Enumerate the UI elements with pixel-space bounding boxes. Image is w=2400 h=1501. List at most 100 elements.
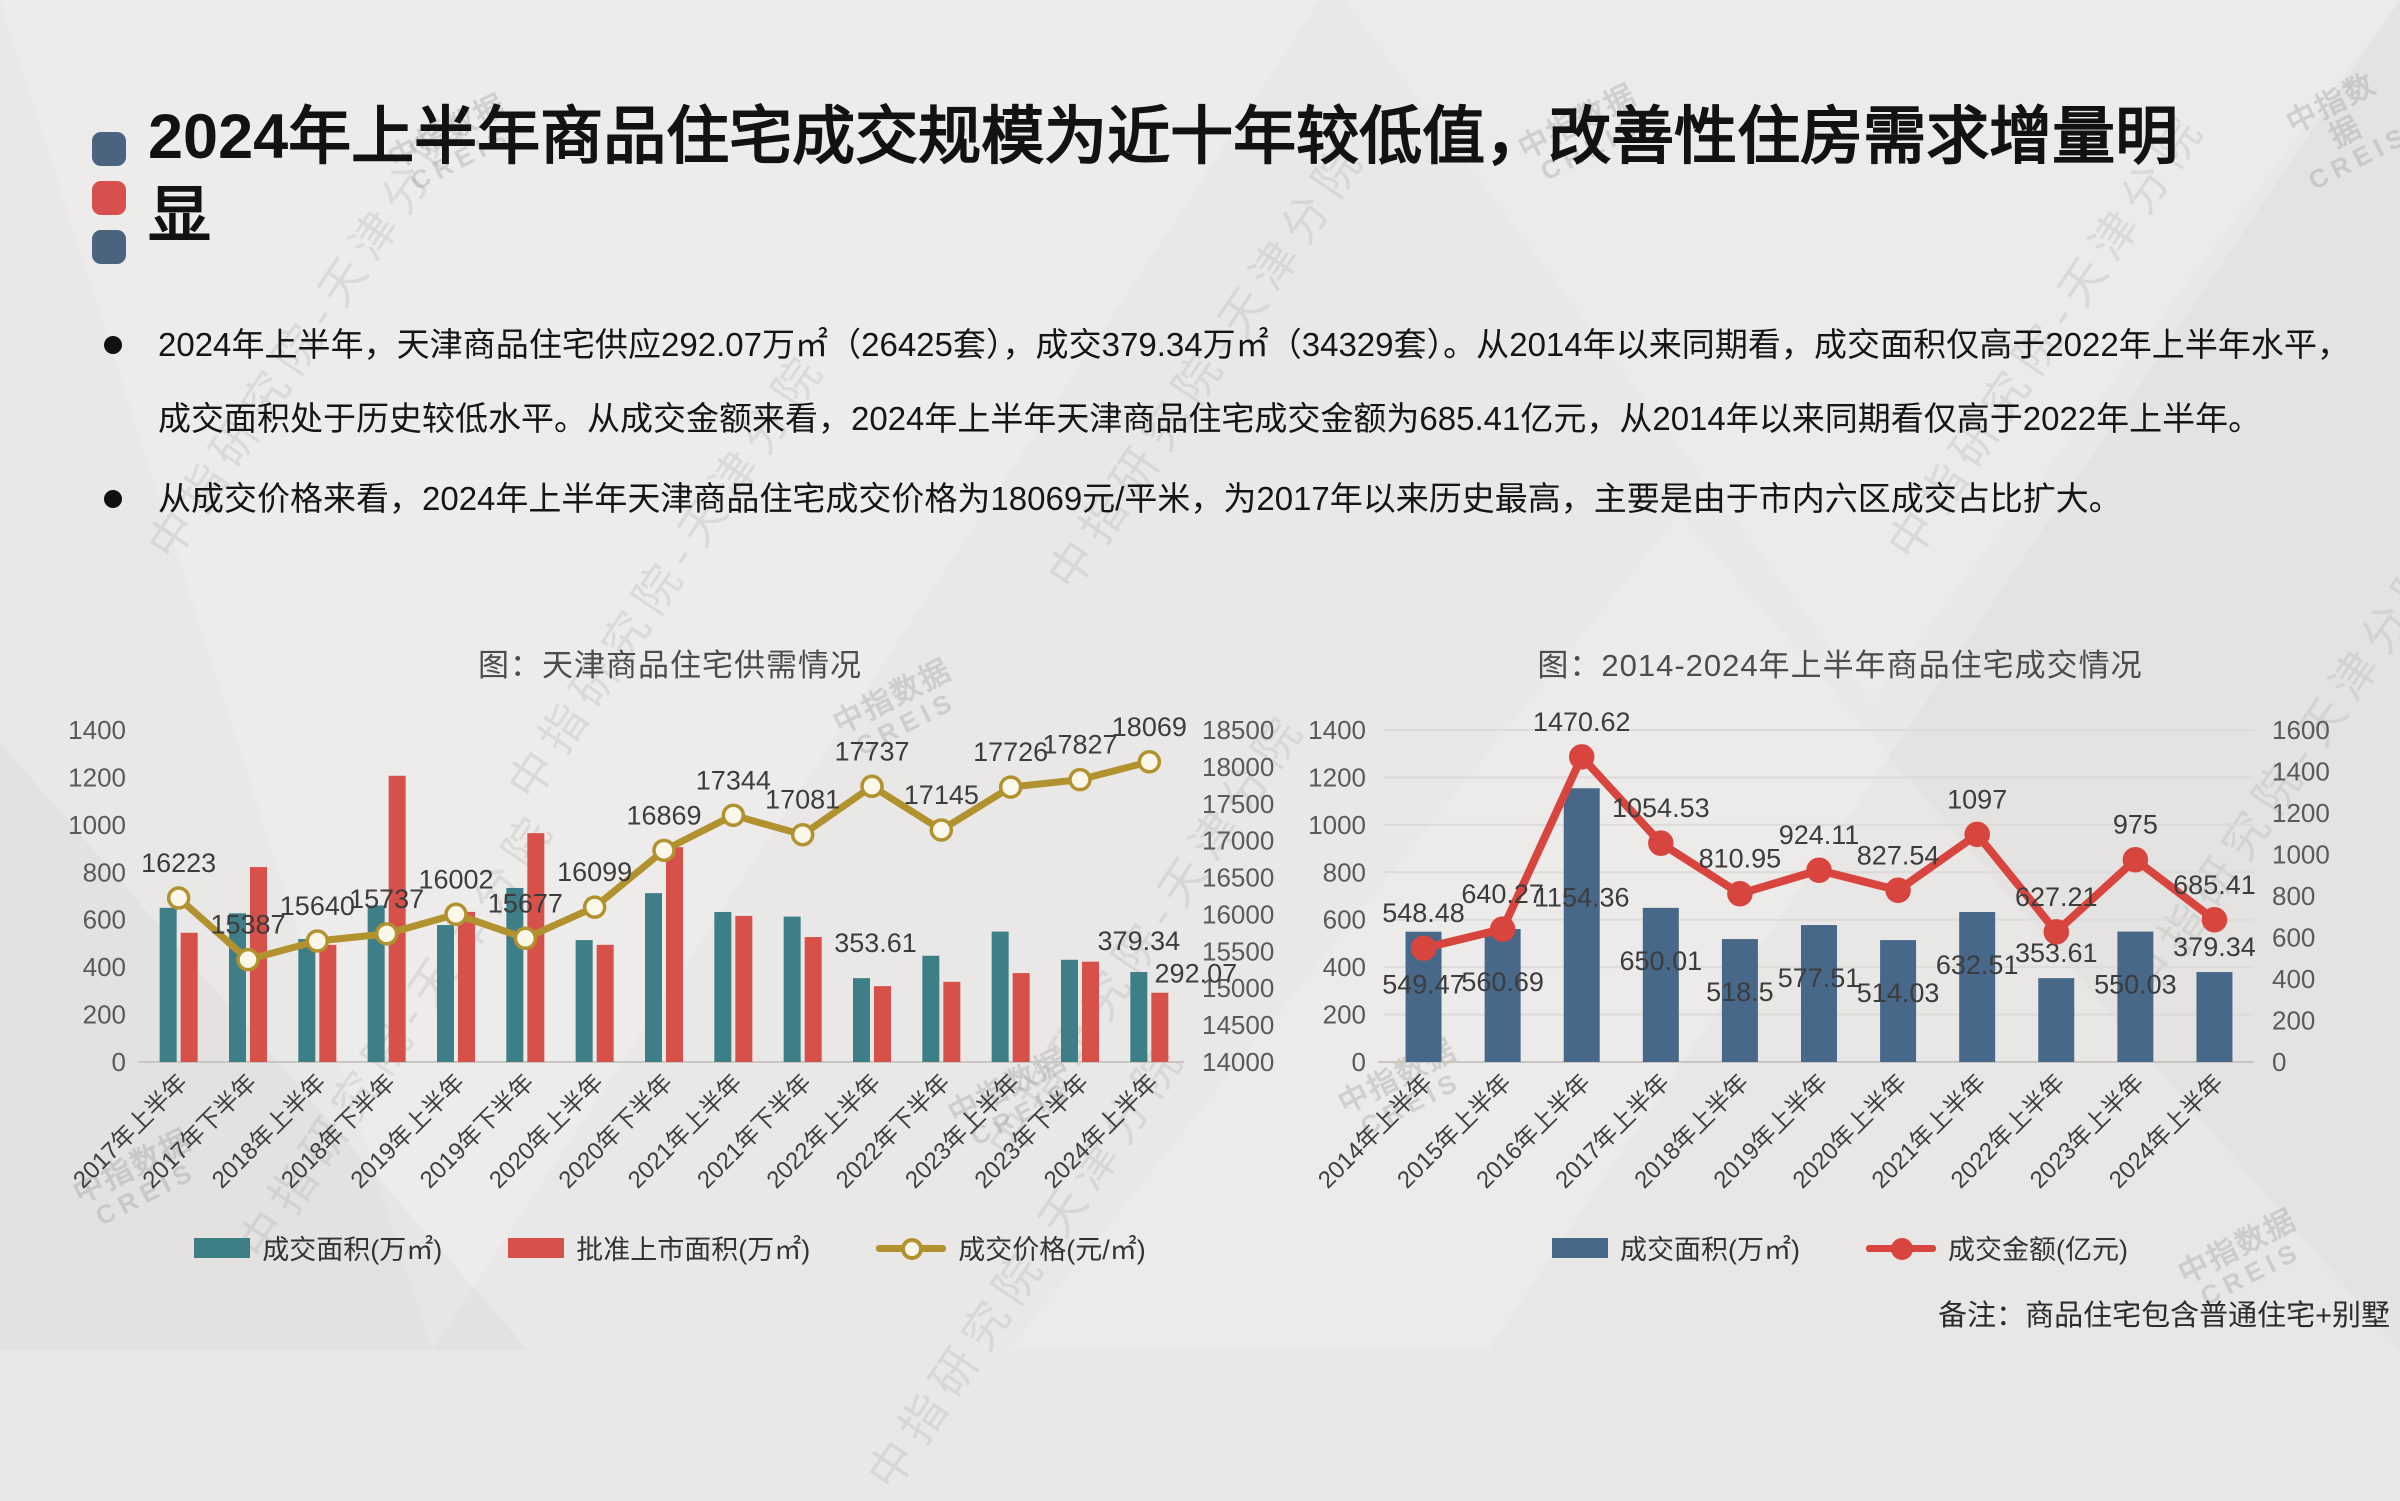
- svg-text:14500: 14500: [1202, 1010, 1274, 1040]
- svg-text:1400: 1400: [2272, 757, 2330, 787]
- svg-text:200: 200: [83, 1000, 126, 1030]
- chart-title: 图：天津商品住宅供需情况: [478, 648, 862, 683]
- svg-text:548.48: 548.48: [1382, 898, 1465, 928]
- svg-text:400: 400: [83, 952, 126, 982]
- svg-text:0: 0: [112, 1047, 126, 1077]
- svg-text:549.47: 549.47: [1382, 970, 1465, 1000]
- svg-text:1200: 1200: [2272, 798, 2330, 828]
- svg-text:15000: 15000: [1202, 973, 1274, 1003]
- summary-bullets: 2024年上半年，天津商品住宅供应292.07万㎡（26425套），成交379.…: [100, 308, 2350, 542]
- svg-text:1154.36: 1154.36: [1534, 882, 1630, 912]
- svg-text:353.61: 353.61: [834, 928, 917, 958]
- svg-text:200: 200: [1323, 1000, 1366, 1030]
- legend-label: 成交金额(亿元): [1948, 1235, 2128, 1265]
- svg-text:650.01: 650.01: [1620, 946, 1703, 976]
- svg-text:600: 600: [83, 905, 126, 935]
- accent-square: [92, 132, 126, 166]
- svg-text:1000: 1000: [2272, 840, 2330, 870]
- svg-text:18000: 18000: [1202, 752, 1274, 782]
- chart-title: 图：2014-2024年上半年商品住宅成交情况: [1537, 648, 2143, 683]
- legend-item: 成交面积(万㎡): [194, 1228, 442, 1267]
- svg-text:379.34: 379.34: [1098, 926, 1181, 956]
- svg-text:560.69: 560.69: [1461, 967, 1544, 997]
- svg-text:17344: 17344: [696, 765, 771, 795]
- svg-text:632.51: 632.51: [1936, 950, 2019, 980]
- svg-text:17726: 17726: [973, 737, 1048, 767]
- svg-text:16223: 16223: [141, 848, 216, 878]
- svg-text:16099: 16099: [557, 857, 632, 887]
- svg-text:15677: 15677: [488, 888, 563, 918]
- legend-item: 成交面积(万㎡): [1552, 1228, 1800, 1267]
- svg-text:1000: 1000: [1308, 810, 1366, 840]
- legend-item: 批准上市面积(万㎡): [508, 1228, 810, 1267]
- svg-text:800: 800: [1323, 857, 1366, 887]
- accent-square: [92, 181, 126, 215]
- report-slide: { "page": {"background": "#e9e8e6"}, "he…: [60, 67, 2400, 1499]
- svg-text:400: 400: [2272, 964, 2315, 994]
- svg-text:0: 0: [2272, 1047, 2286, 1077]
- svg-text:1000: 1000: [68, 810, 126, 840]
- svg-text:810.95: 810.95: [1699, 844, 1782, 874]
- legend-label: 成交面积(万㎡): [1620, 1235, 1800, 1265]
- svg-text:1200: 1200: [1308, 762, 1366, 792]
- svg-text:640.27: 640.27: [1461, 879, 1544, 909]
- svg-text:379.34: 379.34: [2173, 932, 2256, 962]
- svg-text:514.03: 514.03: [1857, 978, 1940, 1008]
- footnote: 备注：商品住宅包含普通住宅+别墅: [1938, 1300, 2390, 1332]
- svg-text:0: 0: [1352, 1047, 1366, 1077]
- svg-text:975: 975: [2113, 810, 2158, 840]
- svg-text:1470.62: 1470.62: [1533, 707, 1631, 737]
- svg-text:577.51: 577.51: [1778, 963, 1861, 993]
- svg-text:627.21: 627.21: [2015, 882, 2098, 912]
- transactions-chart-canvas: 0 200 400 600 800 1000 1200 1400 0 200 400 600 800 10…: [1308, 707, 2330, 1194]
- legend-label: 批准上市面积(万㎡): [576, 1235, 811, 1265]
- svg-text:800: 800: [2272, 881, 2315, 911]
- legend-left: 成交面积(万㎡) 批准上市面积(万㎡) 成交价格(元/㎡): [60, 1228, 1280, 1267]
- svg-text:200: 200: [2272, 1006, 2315, 1036]
- accent-square: [92, 230, 126, 264]
- svg-text:17737: 17737: [834, 736, 909, 766]
- svg-text:15640: 15640: [280, 891, 355, 921]
- bar-swatch-icon: [194, 1237, 251, 1258]
- supply-demand-chart-canvas: 0 200 400 600 800 1000 1200 1400 14000 14500 15000…: [68, 712, 1274, 1194]
- svg-text:18500: 18500: [1202, 715, 1274, 745]
- svg-text:15387: 15387: [210, 910, 285, 940]
- svg-text:685.41: 685.41: [2173, 870, 2256, 900]
- svg-text:15500: 15500: [1202, 936, 1274, 966]
- svg-text:800: 800: [83, 857, 126, 887]
- page-title: 2024年上半年商品住宅成交规模为近十年较低值，改善性住房需求增量明显: [148, 102, 2179, 251]
- svg-text:16000: 16000: [1202, 899, 1274, 929]
- svg-text:17145: 17145: [904, 780, 979, 810]
- svg-text:600: 600: [1323, 905, 1366, 935]
- svg-text:924.11: 924.11: [1779, 820, 1860, 850]
- svg-text:1097: 1097: [1947, 784, 2007, 814]
- svg-text:400: 400: [1323, 952, 1366, 982]
- svg-text:18069: 18069: [1112, 712, 1187, 742]
- legend-label: 成交面积(万㎡): [262, 1235, 443, 1265]
- bullet-item: 2024年上半年，天津商品住宅供应292.07万㎡（26425套），成交379.…: [100, 308, 2350, 456]
- svg-text:14000: 14000: [1202, 1047, 1274, 1077]
- bullet-item: 从成交价格来看，2024年上半年天津商品住宅成交价格为18069元/平米，为20…: [100, 462, 2350, 536]
- svg-text:550.03: 550.03: [2094, 970, 2177, 1000]
- legend-label: 成交价格(元/㎡): [958, 1235, 1146, 1265]
- svg-text:1054.53: 1054.53: [1612, 793, 1710, 823]
- svg-text:600: 600: [2272, 923, 2315, 953]
- transactions-chart: 图：2014-2024年上半年商品住宅成交情况 0 200 400 600 800 100…: [1280, 640, 2400, 1256]
- svg-text:1600: 1600: [2272, 715, 2330, 745]
- svg-text:17000: 17000: [1202, 826, 1274, 856]
- svg-text:17500: 17500: [1202, 789, 1274, 819]
- svg-text:17081: 17081: [765, 785, 840, 815]
- bar-swatch-icon: [1552, 1237, 1609, 1258]
- legend-item: 成交价格(元/㎡): [876, 1228, 1146, 1267]
- legend-right: 成交面积(万㎡) 成交金额(亿元): [1280, 1228, 2400, 1267]
- svg-text:518.5: 518.5: [1706, 977, 1774, 1007]
- svg-text:292.07: 292.07: [1155, 959, 1238, 989]
- svg-text:17827: 17827: [1042, 730, 1117, 760]
- legend-item: 成交金额(亿元): [1866, 1228, 2128, 1267]
- svg-text:16869: 16869: [626, 800, 701, 830]
- supply-demand-chart: 图：天津商品住宅供需情况 0 200 400 600 800 1000 1200 1400 14…: [60, 640, 1280, 1256]
- line-marker-icon: [1866, 1237, 1936, 1260]
- svg-text:827.54: 827.54: [1857, 840, 1940, 870]
- svg-text:16500: 16500: [1202, 863, 1274, 893]
- svg-text:1400: 1400: [1308, 715, 1366, 745]
